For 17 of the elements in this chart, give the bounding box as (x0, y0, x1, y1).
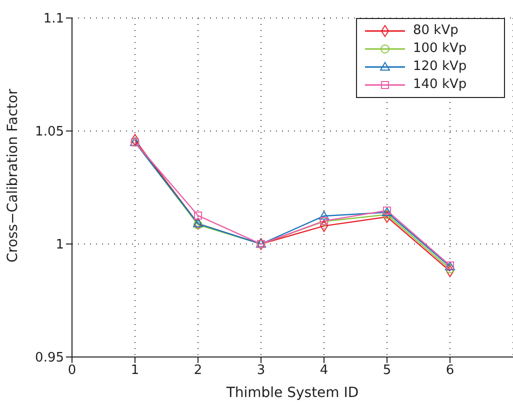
legend-label: 80 kVp (413, 22, 458, 40)
x-tick-label: 4 (320, 363, 328, 378)
x-axis-title: Thimble System ID (225, 385, 359, 401)
y-tick-label: 1 (56, 238, 64, 253)
x-tick-label: 0 (68, 363, 76, 378)
legend-label: 140 kVp (413, 76, 467, 94)
legend-label: 100 kVp (413, 40, 467, 58)
y-axis-title: Cross−Calibration Factor (4, 88, 21, 262)
legend-label: 120 kVp (413, 58, 467, 76)
y-tick-label: 0.95 (35, 350, 64, 366)
y-tick-label: 1.1 (43, 12, 64, 27)
x-tick-label: 6 (446, 363, 454, 378)
x-tick-label: 3 (256, 363, 266, 378)
x-tick-label: 2 (194, 363, 202, 378)
x-tick-label: 5 (382, 363, 392, 378)
y-tick-label: 1.05 (35, 124, 64, 140)
x-tick-label: 1 (130, 363, 140, 378)
